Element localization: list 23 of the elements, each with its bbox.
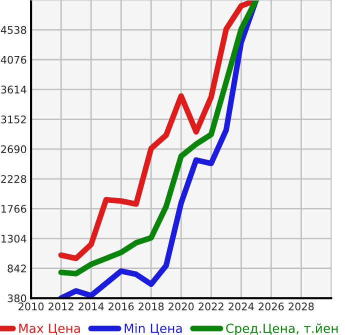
x-tick-label: 2010 (18, 302, 44, 310)
x-tick-label: 2026 (258, 302, 284, 310)
y-tick-label: 3614 (1, 86, 26, 94)
x-tick-label: 2024 (228, 302, 254, 310)
x-tick-label: 2028 (288, 302, 314, 310)
y-tick-label: 1766 (2, 204, 26, 213)
y-tick-label: 4538 (0, 26, 26, 34)
x-tick-label: 2012 (48, 302, 74, 310)
y-tick-label: 2228 (1, 175, 26, 183)
y-tick-label: 842 (8, 264, 26, 272)
y-tick-label: 380 (8, 294, 26, 302)
x-tick-label: 2016 (108, 302, 134, 310)
legend-label: Min Цена (124, 323, 182, 335)
y-tick-label: 2690 (1, 145, 26, 154)
y-tick-label: 1304 (2, 234, 26, 243)
x-tick-label: 2020 (168, 302, 194, 310)
y-tick-label: 3152 (1, 115, 26, 124)
x-tick-label: 2022 (198, 302, 224, 310)
legend-label: Сред.Цена, т.йен (226, 323, 338, 335)
x-tick-label: 2014 (78, 302, 104, 310)
y-tick-label: 4076 (0, 56, 26, 64)
x-tick-label: 2018 (138, 302, 164, 310)
legend-label: Max Цена (19, 324, 80, 335)
